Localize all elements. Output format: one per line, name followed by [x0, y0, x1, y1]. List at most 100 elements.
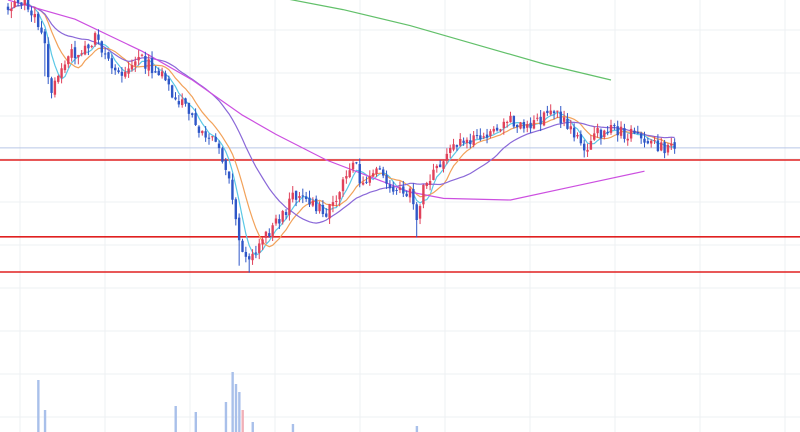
candle-body [331, 202, 335, 206]
volume-bar [415, 426, 419, 432]
candle-body [609, 124, 613, 133]
candle-body [619, 126, 623, 136]
candle-body [583, 143, 586, 151]
candle-body [107, 52, 110, 59]
candle-body [288, 198, 291, 215]
candle-body [201, 130, 204, 134]
candle-body [110, 58, 114, 69]
candle-body [418, 206, 422, 219]
moving-averages [7, 0, 675, 256]
candle-body [120, 71, 124, 76]
candle-body [646, 141, 650, 144]
candle-body [405, 193, 408, 197]
candle-body [147, 59, 150, 71]
candle-body [519, 122, 522, 129]
candle-body [194, 113, 197, 125]
volume-bar [251, 422, 254, 432]
candle-body [556, 110, 559, 112]
ma-10-line [7, 3, 675, 248]
candle-body [442, 161, 445, 169]
candle-body [636, 131, 639, 134]
candle-body [465, 139, 469, 144]
candle-body [536, 117, 539, 119]
candle-body [167, 78, 170, 85]
candle-body [160, 71, 164, 77]
candle-body [47, 44, 50, 78]
candle-body [80, 53, 83, 55]
candle-body [100, 41, 103, 53]
candle-body [90, 46, 93, 48]
candle-body [368, 176, 371, 183]
candle-body [157, 70, 160, 76]
candle-body [398, 187, 402, 190]
candle-body [264, 231, 268, 238]
candle-body [6, 6, 10, 10]
candle-body [385, 175, 388, 184]
ma-75-line [7, 0, 645, 201]
candle-body [492, 128, 495, 132]
candle-body [311, 200, 315, 206]
candle-body [97, 34, 100, 40]
volume-bar [37, 380, 40, 432]
candle-body [509, 115, 512, 123]
candle-body [415, 204, 418, 221]
candle-body [93, 33, 97, 45]
candle-body [261, 239, 264, 245]
candle-body [526, 124, 529, 128]
candle-body [502, 121, 505, 129]
volume-bar [241, 410, 244, 432]
candle-body [639, 133, 643, 139]
candle-body [656, 140, 660, 151]
candle-body [438, 164, 442, 168]
candle-body [452, 144, 455, 150]
candle-body [529, 122, 532, 129]
candle-body [603, 130, 606, 138]
candle-body [140, 54, 144, 56]
candle-body [569, 126, 572, 130]
candle-body [542, 112, 546, 126]
candle-body [294, 190, 298, 200]
candle-body [224, 159, 227, 170]
candle-body [623, 128, 626, 139]
ma-5-line [7, 2, 675, 256]
candle-body [341, 179, 345, 192]
candle-body [16, 0, 20, 3]
candle-body [629, 128, 633, 139]
candle-body [559, 111, 562, 124]
candle-body [278, 219, 281, 224]
candle-body [10, 8, 13, 12]
candle-body [50, 78, 53, 93]
candle-body [77, 54, 80, 58]
candle-body [251, 253, 254, 261]
candle-body [572, 127, 576, 138]
candle-body [596, 128, 599, 134]
candle-body [549, 110, 552, 115]
candle-body [576, 134, 579, 137]
candle-body [351, 162, 355, 170]
ma-25-line [7, 3, 675, 224]
candle-body [455, 145, 459, 147]
candle-body [606, 131, 609, 134]
candle-body [593, 133, 596, 140]
candle-body [30, 10, 33, 16]
candle-body [315, 198, 318, 212]
candle-body [579, 134, 583, 144]
candle-body [248, 256, 251, 260]
candle-body [33, 13, 36, 18]
candle-body [408, 188, 412, 198]
candle-body [207, 137, 211, 139]
candle-body [191, 113, 194, 115]
candle-body [666, 144, 670, 153]
candle-body [378, 168, 382, 170]
candle-body [187, 102, 191, 114]
candle-body [616, 126, 619, 136]
candle-body [87, 44, 90, 49]
volume-bar [291, 424, 295, 432]
candle-body [204, 131, 207, 138]
candle-body [673, 142, 676, 149]
candle-body [388, 184, 392, 189]
candle-body [40, 27, 43, 33]
candle-body [284, 212, 288, 215]
candle-body [67, 56, 70, 65]
